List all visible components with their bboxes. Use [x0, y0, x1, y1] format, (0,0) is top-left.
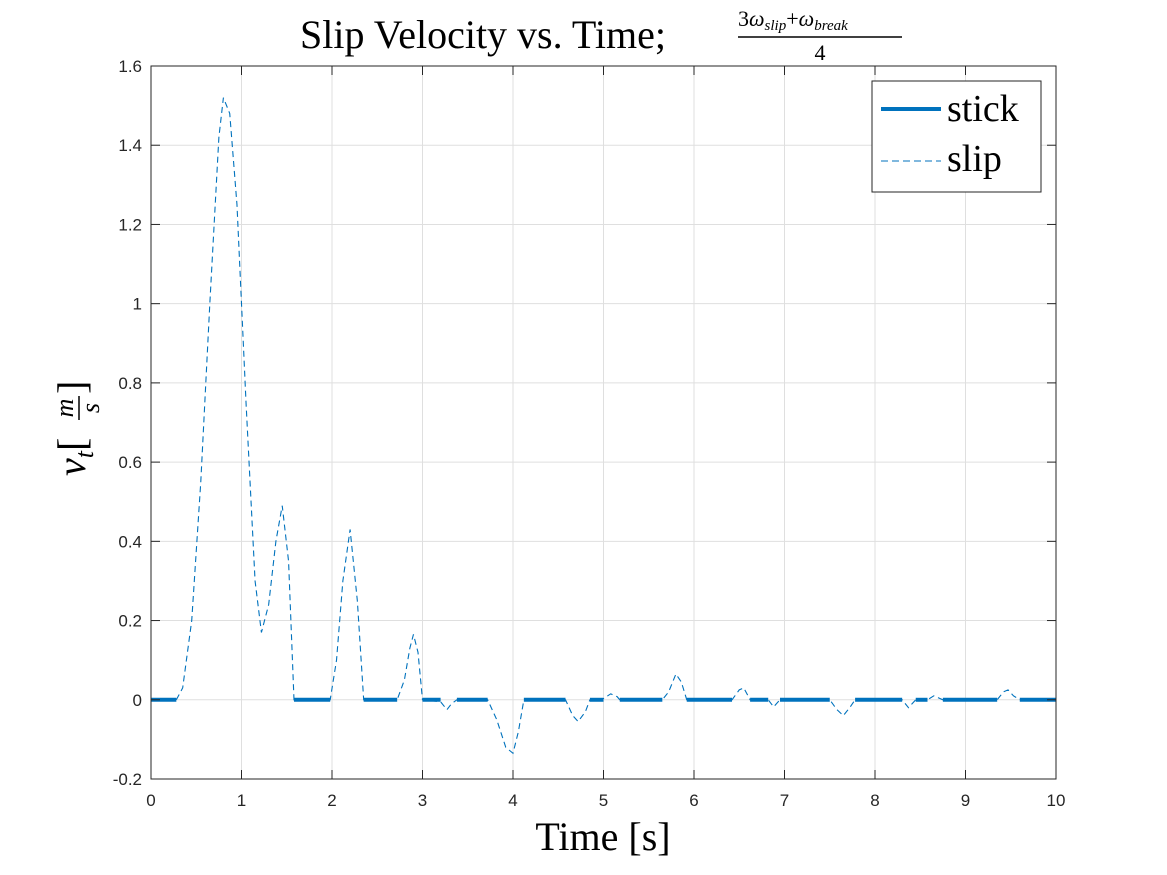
title-fraction: 3ωslip+ωbreak 4 — [738, 6, 902, 65]
y-tick-label: 1 — [133, 295, 142, 314]
x-tick-label: 1 — [237, 791, 246, 810]
svg-text:3ωslip+ωbreak: 3ωslip+ωbreak — [738, 6, 848, 34]
y-tick-label: 0.6 — [118, 453, 142, 472]
legend-box — [871, 80, 1042, 193]
y-tick-label: -0.2 — [113, 770, 142, 789]
x-tick-label: 2 — [327, 791, 336, 810]
frac-denominator: 4 — [815, 40, 826, 65]
y-tick-label: 1.4 — [118, 136, 142, 155]
x-tick-label: 4 — [508, 791, 517, 810]
y-tick-label: 0.2 — [118, 612, 142, 631]
x-tick-label: 8 — [870, 791, 879, 810]
y-tick-label: 0 — [133, 691, 142, 710]
chart-title: Slip Velocity vs. Time; — [300, 12, 666, 57]
y-axis-label: vt[ m s ] — [49, 381, 105, 476]
ylabel-sub: t — [70, 450, 99, 458]
ylabel-var: v — [49, 458, 94, 476]
y-tick-labels: -0.2 0 0.2 0.4 0.6 0.8 1 1.2 1.4 1.6 — [113, 57, 142, 789]
ylabel-unit-den: s — [76, 403, 105, 413]
x-tick-label: 0 — [146, 791, 155, 810]
x-tick-label: 3 — [418, 791, 427, 810]
legend: stick slip — [871, 80, 1042, 193]
x-tick-label: 10 — [1047, 791, 1066, 810]
y-tick-label: 1.2 — [118, 215, 142, 234]
x-tick-label: 9 — [961, 791, 970, 810]
ylabel-close-bracket: ] — [49, 381, 94, 394]
x-tick-label: 7 — [780, 791, 789, 810]
legend-stick-label: stick — [947, 88, 1019, 130]
frac-sub-break: break — [814, 18, 848, 34]
x-axis-label: Time [s] — [535, 814, 670, 859]
x-tick-label: 5 — [599, 791, 608, 810]
svg-text:vt[: vt[ — [49, 438, 99, 476]
y-tick-label: 0.8 — [118, 374, 142, 393]
frac-sub-slip: slip — [765, 18, 787, 34]
ticks — [150, 65, 1057, 780]
frac-plus: + — [786, 6, 798, 31]
ylabel-open-bracket: [ — [49, 438, 94, 451]
x-tick-labels: 0 1 2 3 4 5 6 7 8 9 10 — [146, 791, 1065, 810]
ylabel-unit-num: m — [50, 399, 79, 418]
frac-omega-2: ω — [799, 6, 815, 31]
frac-coef: 3 — [738, 6, 749, 31]
legend-slip-label: slip — [947, 138, 1002, 180]
y-tick-label: 1.6 — [118, 57, 142, 76]
frac-omega-1: ω — [749, 6, 765, 31]
slip-series-line — [175, 97, 1021, 755]
x-tick-label: 6 — [689, 791, 698, 810]
y-tick-label: 0.4 — [118, 532, 142, 551]
